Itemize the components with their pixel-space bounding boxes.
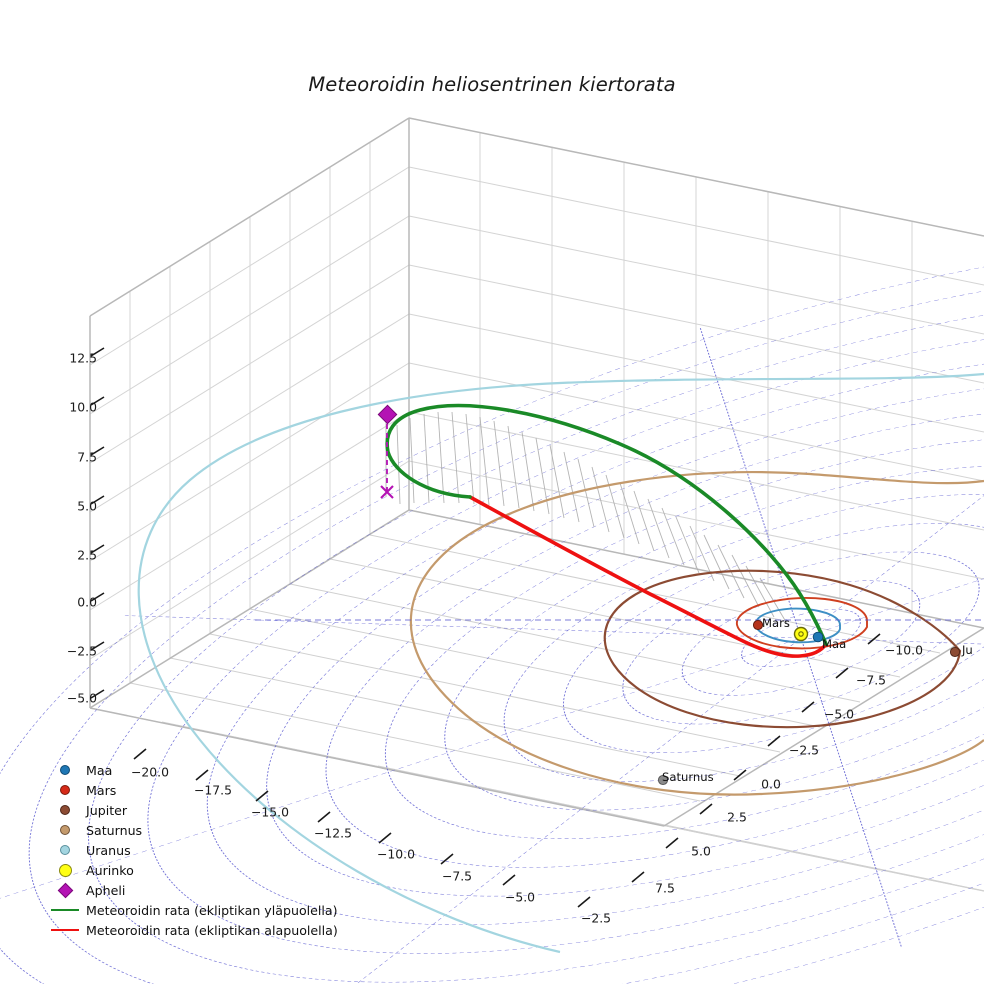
y-tick-label-6: 5.0: [691, 843, 711, 859]
legend-item-jupiter[interactable]: Jupiter: [47, 800, 357, 820]
annotation-maa: Maa: [822, 637, 847, 651]
aphelion-projection-marker: [380, 485, 394, 499]
legend-item-mars[interactable]: Mars: [47, 780, 357, 800]
y-tick-label-2: −5.0: [823, 706, 855, 722]
orbit-uranus: [137, 372, 984, 954]
z-tick-label-2: 7.5: [77, 449, 97, 465]
legend-marker-apheli-icon: [47, 882, 83, 898]
orbit-mars: [735, 597, 868, 650]
legend-item-saturnus[interactable]: Saturnus: [47, 820, 357, 840]
legend-label-rata-alapuolella: Meteoroidin rata (ekliptikan alapuolella…: [86, 922, 338, 938]
legend-marker-saturnus-icon: [47, 825, 83, 835]
legend-label-aurinko: Aurinko: [86, 862, 134, 878]
z-tick-label-1: 10.0: [69, 399, 97, 415]
planet-marker-mars: [752, 619, 764, 631]
x-tick-label-1: −17.5: [194, 782, 232, 798]
x-tick-label-3: −12.5: [314, 825, 352, 841]
legend-label-apheli: Apheli: [86, 882, 126, 898]
z-tick-label-7: −5.0: [66, 690, 97, 706]
annotation-saturnus: Saturnus: [662, 770, 714, 784]
planet-marker-jupiter: [949, 646, 961, 658]
y-tick-label-5: 2.5: [727, 809, 747, 825]
x-tick-label-2: −15.0: [251, 804, 289, 820]
z-tick-label-0: 12.5: [69, 350, 97, 366]
legend-label-saturnus: Saturnus: [86, 822, 143, 838]
y-tick-label-3: −2.5: [788, 742, 820, 758]
legend-item-rata-ylapuolella[interactable]: Meteoroidin rata (ekliptikan yläpuolella…: [47, 900, 357, 920]
right-wall-grid: [408, 117, 984, 629]
sun-marker: [793, 626, 809, 642]
planet-marker-maa: [812, 631, 824, 643]
x-tick-label-7: −2.5: [580, 910, 612, 926]
tick-marks: [90, 347, 881, 908]
meteoroid-track-below-ecliptic: [468, 495, 828, 658]
x-tick-label-0: −20.0: [131, 764, 169, 780]
meteoroid-track-above-ecliptic: [385, 403, 828, 646]
legend-marker-jupiter-icon: [47, 805, 83, 815]
planet-markers: [657, 619, 961, 786]
orbit-saturnus: [409, 471, 984, 796]
legend-marker-uranus-icon: [47, 845, 83, 855]
left-wall-grid: [89, 117, 410, 709]
legend-item-rata-alapuolella[interactable]: Meteoroidin rata (ekliptikan alapuolella…: [47, 920, 357, 940]
legend-line-red-icon: [47, 929, 83, 931]
legend-label-rata-ylapuolella: Meteoroidin rata (ekliptikan yläpuolella…: [86, 902, 338, 918]
orbit-droplines: [385, 411, 790, 628]
legend-label-jupiter: Jupiter: [86, 802, 128, 818]
x-tick-label-4: −10.0: [377, 846, 415, 862]
legend-label-uranus: Uranus: [86, 842, 131, 858]
x-tick-label-6: −5.0: [504, 889, 536, 905]
z-tick-label-6: −2.5: [66, 643, 97, 659]
annotation-jupiter: Ju: [962, 643, 973, 657]
z-tick-label-3: 5.0: [77, 498, 97, 514]
legend-marker-maa-icon: [47, 765, 83, 775]
legend-label-mars: Mars: [86, 782, 117, 798]
legend-item-maa[interactable]: Maa: [47, 760, 357, 780]
axis-spines: [89, 117, 984, 827]
annotation-mars: Mars: [762, 616, 790, 630]
y-tick-label-4: 0.0: [761, 776, 781, 792]
legend-marker-mars-icon: [47, 785, 83, 795]
z-tick-label-5: 0.0: [77, 594, 97, 610]
legend-line-green-icon: [47, 909, 83, 911]
x-tick-label-5: −7.5: [441, 868, 473, 884]
aphelion-marker: [377, 404, 398, 425]
figure-title: Meteoroidin heliosentrinen kiertorata: [308, 73, 676, 96]
z-tick-label-4: 2.5: [77, 547, 97, 563]
y-tick-label-1: −7.5: [855, 672, 887, 688]
y-tick-label-7: 7.5: [655, 880, 675, 896]
planet-marker-saturnus: [657, 774, 669, 786]
legend-item-uranus[interactable]: Uranus: [47, 840, 357, 860]
orbit-jupiter: [603, 569, 962, 729]
legend-label-maa: Maa: [86, 762, 113, 778]
y-tick-label-0: −10.0: [885, 642, 923, 658]
legend-marker-aurinko-icon: [47, 863, 83, 877]
legend: Maa Mars Jupiter Saturnus Uranus: [47, 760, 357, 940]
legend-item-aurinko[interactable]: Aurinko: [47, 860, 357, 880]
legend-item-apheli[interactable]: Apheli: [47, 880, 357, 900]
